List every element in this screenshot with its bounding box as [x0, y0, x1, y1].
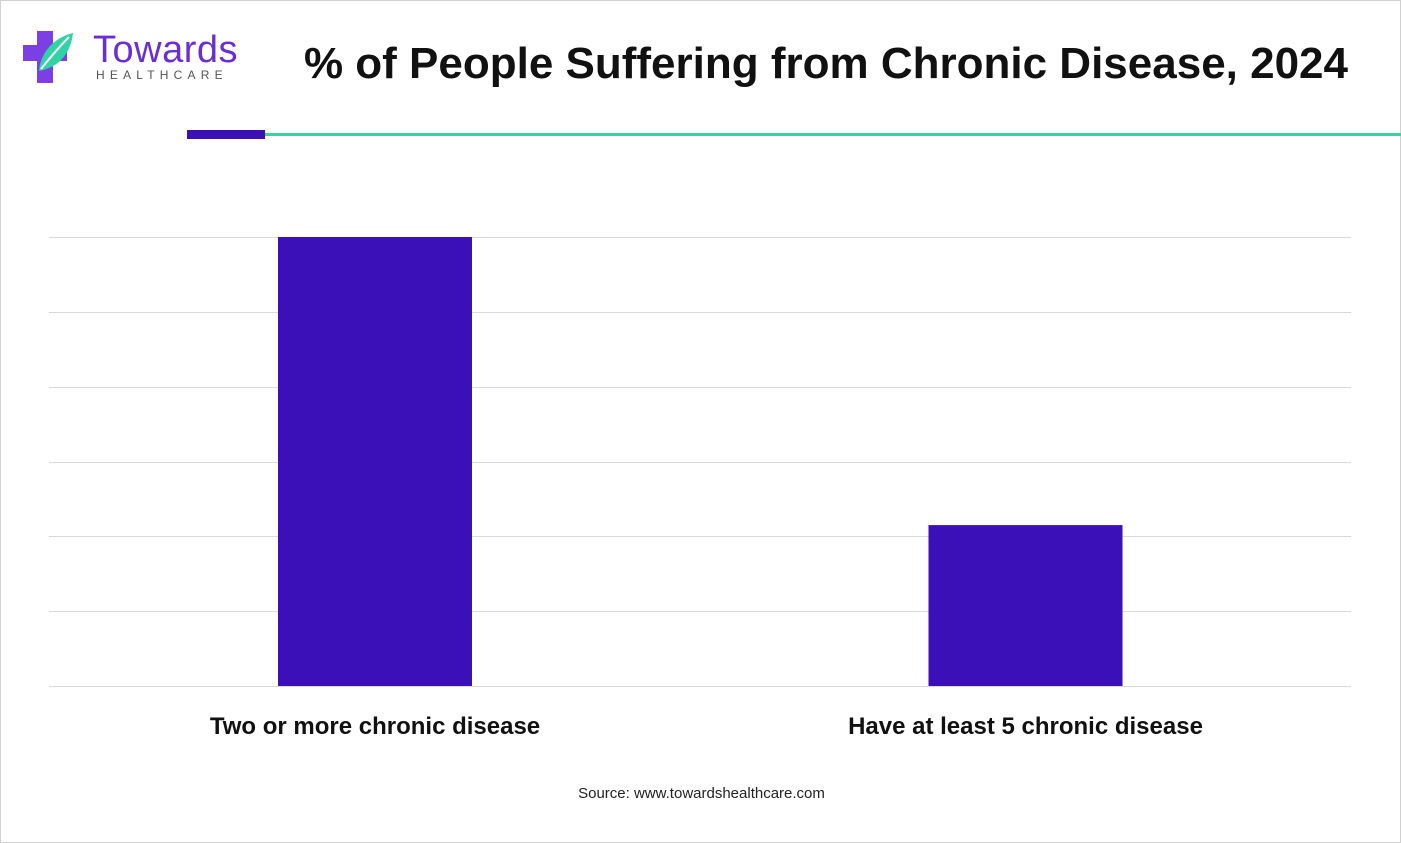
- title-underline: [265, 133, 1401, 136]
- title-accent-bar: [187, 130, 265, 139]
- category-label-2: Have at least 5 chronic disease: [848, 713, 1203, 740]
- category-label-1: Two or more chronic disease: [210, 713, 540, 740]
- source-note: Source: www.towardshealthcare.com: [578, 785, 825, 802]
- brand-name: Towards: [93, 29, 238, 71]
- chart-title: % of People Suffering from Chronic Disea…: [303, 39, 1348, 88]
- medical-cross-leaf-icon: [23, 31, 73, 83]
- bar-1: [278, 237, 472, 686]
- bar-2: [928, 525, 1123, 686]
- brand-logo: Towards HEALTHCARE: [23, 27, 238, 89]
- brand-subtitle: HEALTHCARE: [96, 68, 228, 82]
